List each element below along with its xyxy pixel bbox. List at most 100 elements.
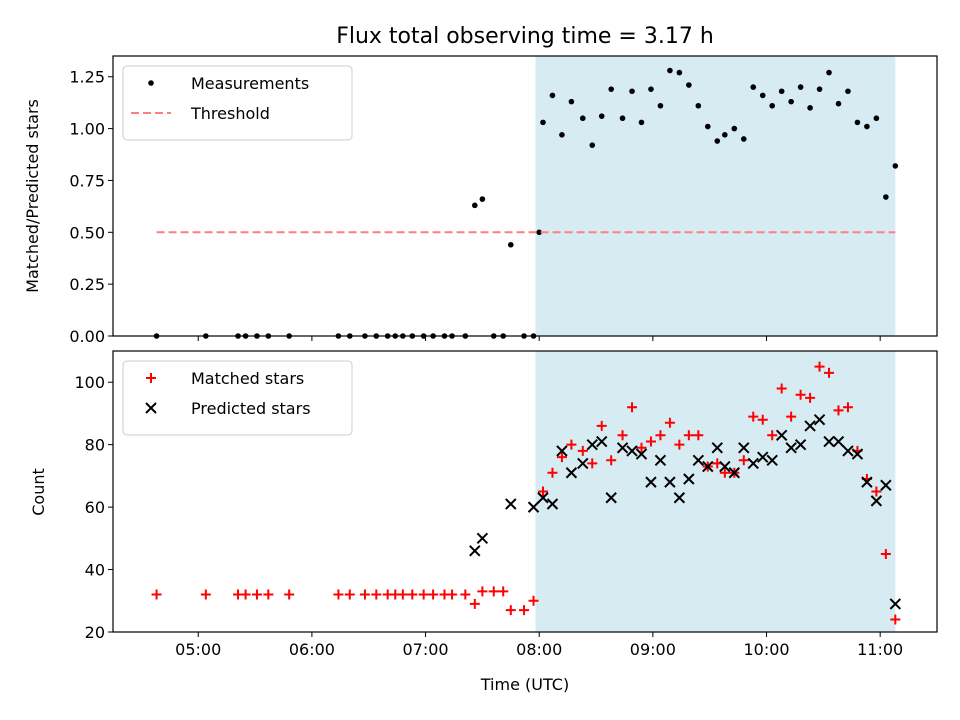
predicted-star-point <box>747 457 759 470</box>
measurement-point <box>608 86 614 92</box>
measurement-point <box>864 123 870 130</box>
predicted-star-point <box>870 495 883 507</box>
predicted-star-point <box>527 501 540 513</box>
matched-star-point <box>824 367 835 378</box>
predicted-star-point <box>804 420 816 432</box>
y-tick-label: 20 <box>85 623 105 642</box>
measurement-point <box>568 98 575 105</box>
measurement-point <box>589 142 596 148</box>
matched-star-point <box>200 589 211 600</box>
count-series <box>151 361 902 625</box>
predicted-star-point <box>645 476 657 488</box>
predicted-star-point <box>692 454 705 466</box>
predicted-star-point <box>616 442 629 454</box>
measurement-point <box>759 92 766 99</box>
measurement-point <box>797 84 804 90</box>
predicted-star-point <box>635 448 648 460</box>
matched-star-point <box>776 383 787 394</box>
matched-star-point <box>284 589 295 600</box>
ratio-x-ticks <box>197 336 881 341</box>
ratio-y-axis-label: Matched/Predicted stars <box>23 99 42 293</box>
x-tick-label: 05:00 <box>175 640 221 659</box>
observing-window <box>535 351 896 632</box>
x-tick-label: 07:00 <box>402 640 448 659</box>
matched-star-point <box>498 586 509 597</box>
measurement-point <box>579 115 586 122</box>
predicted-star-point <box>654 454 667 466</box>
predicted-star-point <box>596 435 608 448</box>
measurement-point <box>704 123 711 130</box>
predicted-star-point <box>766 454 778 466</box>
measurement-point <box>472 202 478 209</box>
predicted-star-point <box>880 479 892 491</box>
measurement-point <box>695 102 702 109</box>
predicted-star-point <box>832 435 845 448</box>
matched-star-point <box>577 445 588 456</box>
measurement-point <box>826 69 832 76</box>
measurement-point <box>686 82 692 88</box>
matched-star-point <box>871 486 882 497</box>
measurement-point <box>722 132 728 138</box>
predicted-star-point <box>785 442 797 454</box>
predicted-star-point <box>711 442 723 454</box>
matched-star-point <box>263 589 274 600</box>
legend-box <box>122 65 353 141</box>
measurement-point <box>667 67 673 74</box>
measurement-point <box>536 229 543 236</box>
predicted-star-point <box>738 442 750 454</box>
matched-star-point <box>587 458 598 469</box>
matched-star-point <box>880 548 891 559</box>
predicted-star-point <box>728 467 741 479</box>
matched-star-point <box>636 442 647 453</box>
matched-star-point <box>488 586 499 597</box>
predicted-star-point <box>469 545 481 557</box>
y-tick-label: 1.25 <box>69 68 105 87</box>
measurement-point <box>479 196 486 202</box>
measurement-point <box>629 88 635 95</box>
predicted-star-point <box>813 413 826 426</box>
measurement-point <box>769 102 775 109</box>
predicted-star-point <box>537 492 549 504</box>
y-tick-label: 0.50 <box>69 223 105 242</box>
measurement-point <box>714 138 721 144</box>
chart-title: Flux total observing time = 3.17 h <box>336 24 714 49</box>
measurement-point <box>892 163 899 169</box>
legend-label: Matched stars <box>191 369 304 388</box>
count-x-ticks: 05:00 06:00 07:00 08:00 09:00 10:00 11:00 <box>175 632 903 659</box>
predicted-star-point <box>842 445 854 457</box>
predicted-star-point <box>702 460 714 473</box>
x-tick-label: 09:00 <box>630 640 676 659</box>
matched-star-point <box>428 589 439 600</box>
matched-star-point <box>344 589 355 600</box>
measurement-point <box>648 86 654 92</box>
measurement-point <box>845 88 851 95</box>
measurement-point <box>740 136 747 142</box>
y-tick-label: 40 <box>85 561 105 580</box>
matched-star-point <box>627 402 638 413</box>
legend-label: Predicted stars <box>191 399 311 418</box>
y-tick-label: 80 <box>85 436 105 455</box>
predicted-star-point <box>889 598 902 610</box>
matched-star-point <box>397 589 408 600</box>
matched-star-point <box>240 589 251 600</box>
predicted-star-point <box>586 438 598 451</box>
matched-star-point <box>566 439 577 450</box>
count-axes-frame <box>112 350 938 633</box>
predicted-star-point <box>823 435 835 448</box>
ratio-axes-frame <box>112 55 938 337</box>
matched-star-point <box>151 589 162 600</box>
predicted-star-point <box>605 492 617 504</box>
predicted-star-point <box>505 498 517 510</box>
predicted-star-point <box>664 476 676 488</box>
matched-star-point <box>786 411 797 422</box>
measurement-point <box>676 69 683 76</box>
matched-star-point <box>645 436 656 447</box>
matched-star-point <box>664 417 675 428</box>
observing-window <box>535 56 896 336</box>
x-axis-label: Time (UTC) <box>480 675 569 694</box>
matched-star-point <box>505 605 516 616</box>
count-legend: Matched stars Predicted stars <box>122 360 353 436</box>
y-tick-label: 0.25 <box>69 275 105 294</box>
y-tick-label: 1.00 <box>69 120 105 139</box>
predicted-star-point <box>626 445 638 457</box>
